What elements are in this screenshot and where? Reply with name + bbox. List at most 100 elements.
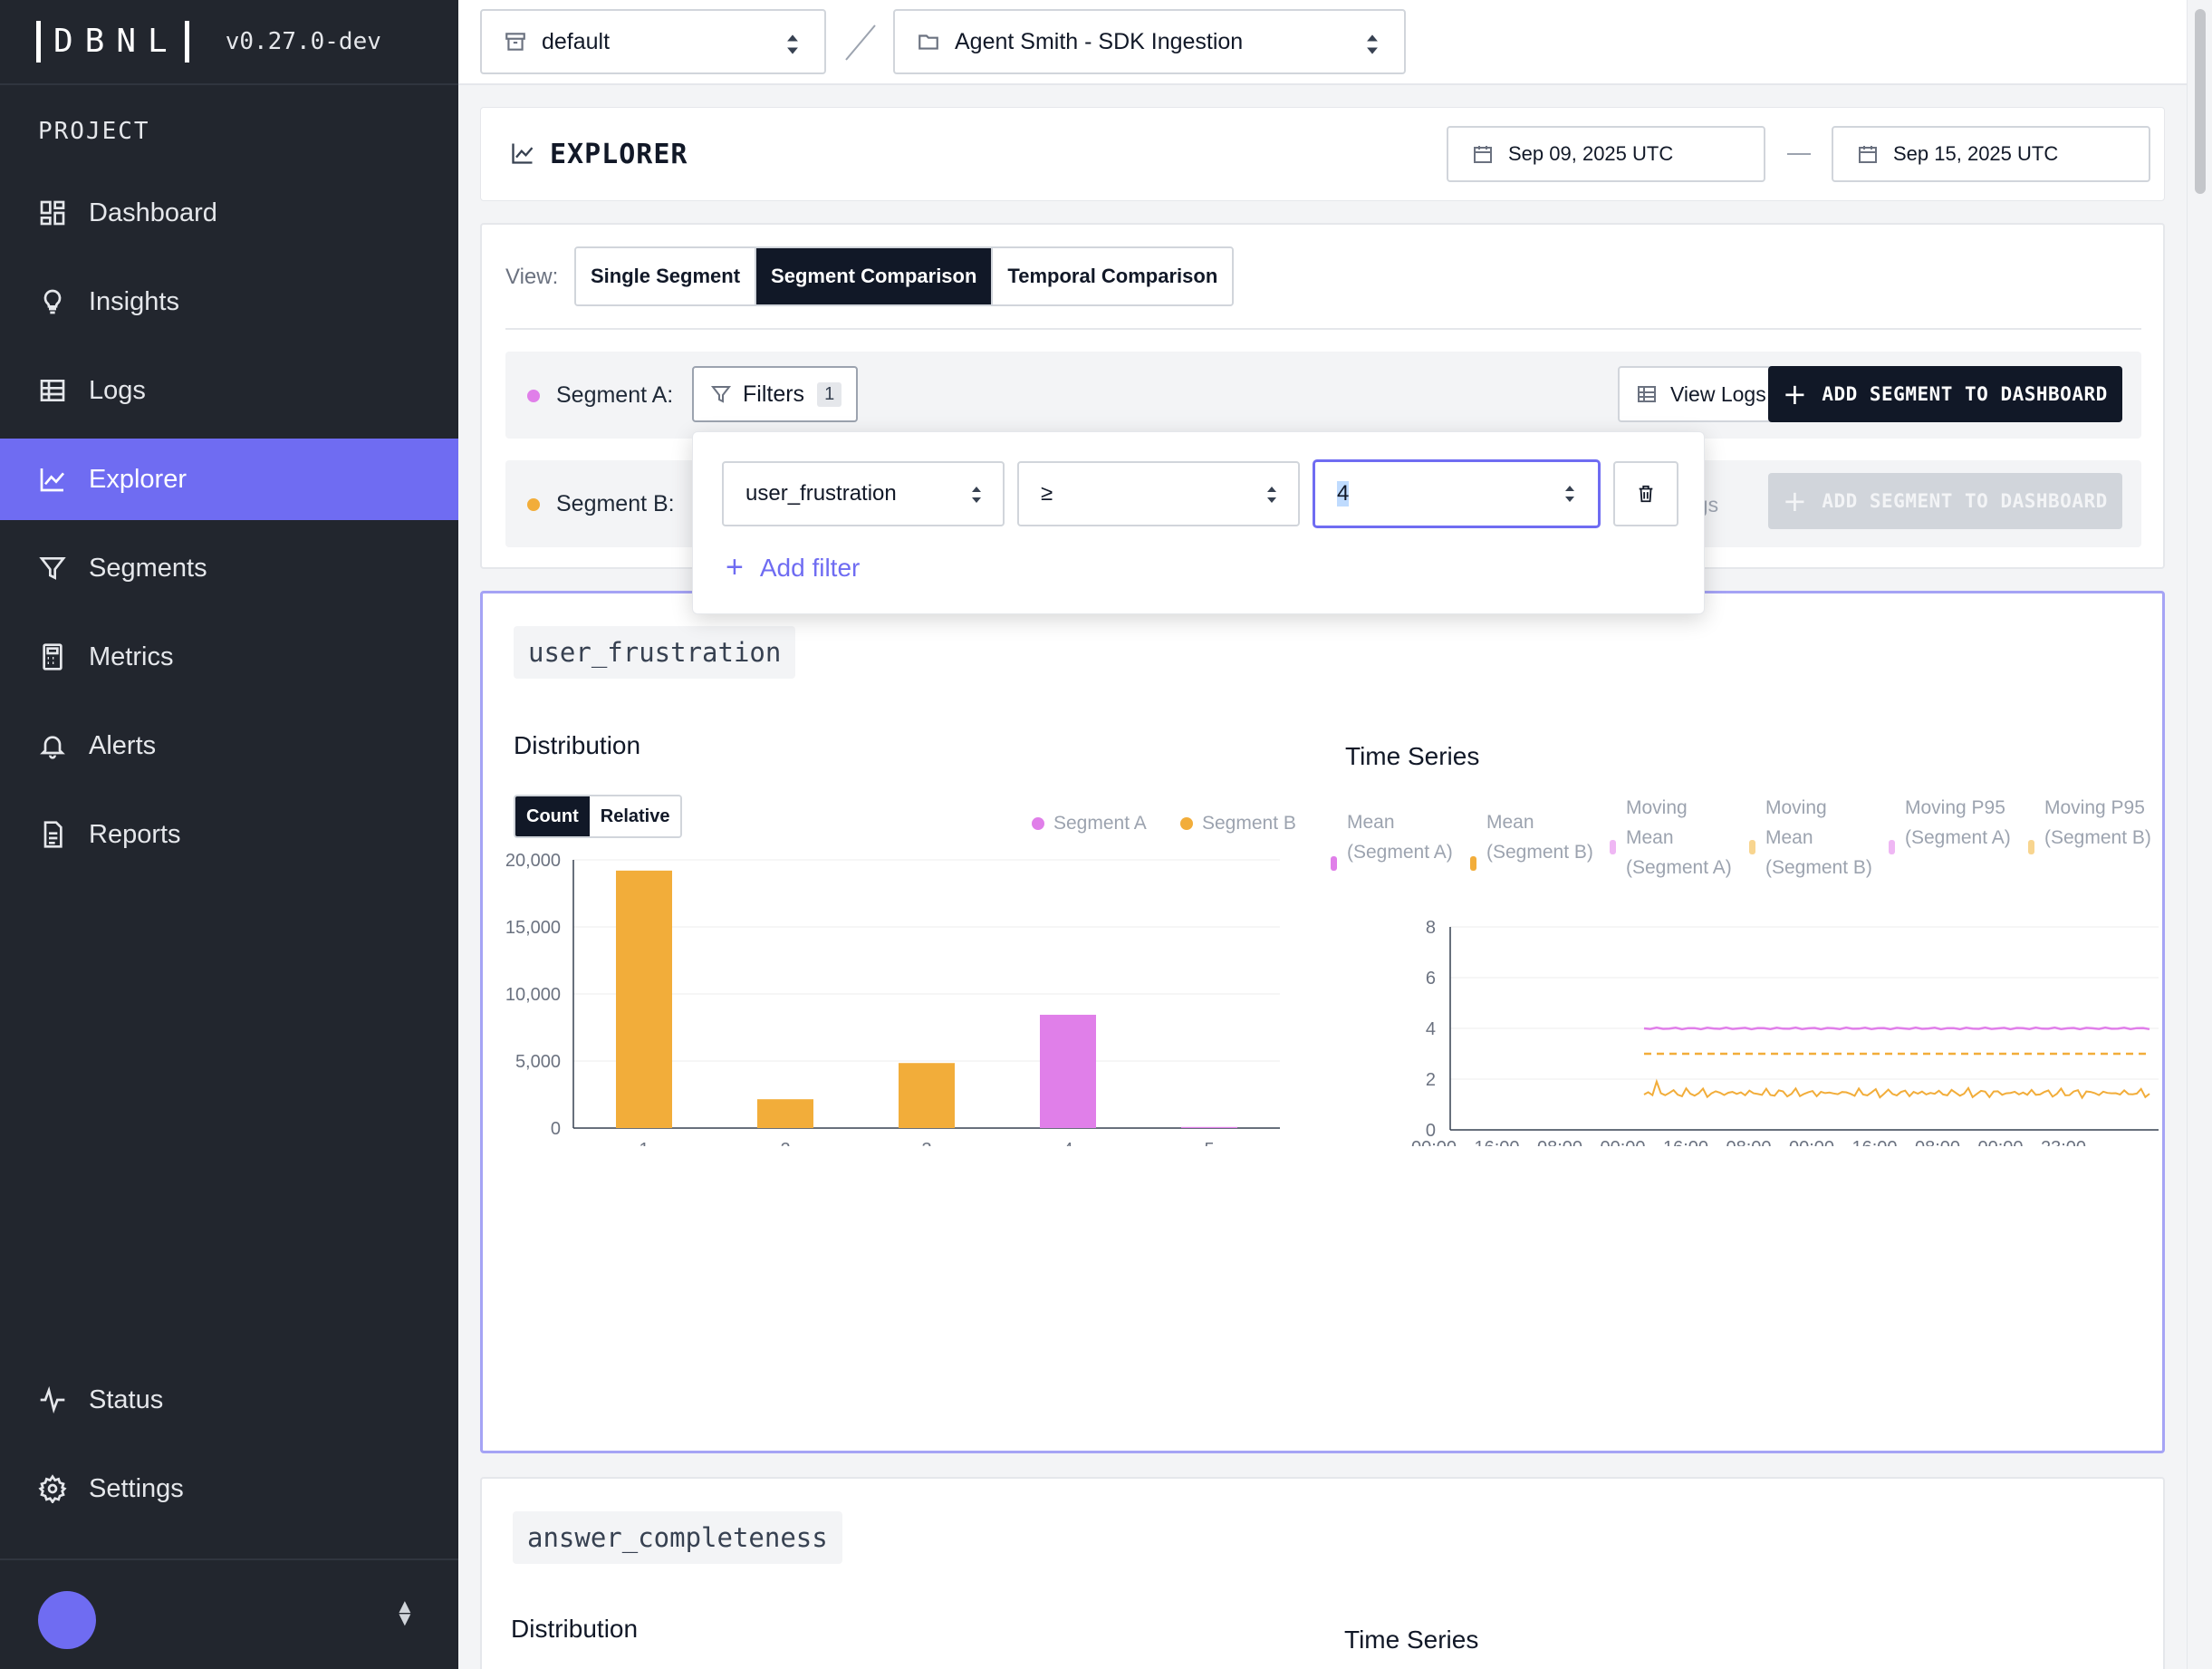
bar — [757, 1099, 813, 1128]
add-filter-button[interactable]: + Add filter — [726, 550, 860, 585]
number-stepper-icon[interactable] — [1563, 484, 1576, 504]
calendar-icon — [1859, 146, 1877, 163]
sidebar-item-label: Alerts — [89, 730, 157, 760]
x-tick-label: 00:00 — [1789, 1138, 1834, 1146]
sidebar-item-logs[interactable]: Logs — [0, 350, 458, 431]
table-icon — [40, 380, 65, 401]
project-select[interactable]: Agent Smith - SDK Ingestion — [893, 9, 1406, 74]
y-tick-label: 10,000 — [505, 985, 561, 1005]
logo[interactable]: DBNL — [36, 21, 189, 63]
x-tick-label: 16:00 — [1663, 1138, 1708, 1146]
filters-label: Filters — [743, 381, 805, 407]
ts-legend-mean-a[interactable]: Mean (Segment A) — [1331, 807, 1456, 871]
user-menu[interactable]: ▲ ▼ — [0, 1558, 458, 1669]
filter-popover: user_frustration ≥ 4 + Add filter — [692, 431, 1705, 614]
x-tick-label: 3 — [921, 1140, 931, 1146]
view-logs-label: View Logs — [1670, 381, 1766, 406]
chart-line-icon — [512, 143, 534, 164]
y-tick-label: 2 — [1426, 1070, 1436, 1090]
filter-value-text: 4 — [1337, 481, 1350, 506]
legend-segment-b[interactable]: Segment B — [1180, 813, 1296, 834]
metric-name-chip: answer_completeness — [513, 1511, 842, 1564]
add-to-dashboard-label: ADD SEGMENT TO DASHBOARD — [1822, 490, 2108, 512]
start-date-value: Sep 09, 2025 UTC — [1508, 142, 1674, 165]
sidebar-item-dashboard[interactable]: Dashboard — [0, 172, 458, 254]
x-tick-label: 1 — [639, 1140, 649, 1146]
segment-b-add-to-dashboard-button[interactable]: + ADD SEGMENT TO DASHBOARD — [1768, 473, 2122, 529]
sidebar-item-explorer[interactable]: Explorer — [0, 439, 458, 520]
timeseries-chart: 0 2 4 6 8 00:00 16:00 08:00 00:00 16:00 08:00 00:00… — [1411, 920, 2159, 1146]
table-icon — [1638, 386, 1656, 402]
segment-b-label: Segment B: — [556, 491, 675, 516]
segment-a-add-to-dashboard-button[interactable]: + ADD SEGMENT TO DASHBOARD — [1768, 366, 2122, 422]
x-tick-label: 2 — [780, 1140, 790, 1146]
segment-a-row: Segment A: Filters 1 View Logs + ADD SEG… — [505, 352, 2141, 439]
filter-field-value: user_frustration — [745, 481, 897, 506]
add-filter-label: Add filter — [759, 553, 861, 582]
ts-legend-moving-mean-a[interactable]: Moving Mean (Segment A) — [1610, 793, 1735, 883]
sidebar-item-label: Logs — [89, 375, 146, 405]
version-label: v0.27.0-dev — [225, 28, 381, 55]
ts-legend-moving-p95-b[interactable]: Moving P95 (Segment B) — [2028, 793, 2153, 854]
segment-a-filters-button[interactable]: Filters 1 — [692, 366, 859, 422]
view-single-segment[interactable]: Single Segment — [576, 248, 757, 304]
plus-icon: + — [726, 550, 744, 584]
y-tick-label: 20,000 — [505, 851, 561, 871]
sidebar-item-alerts[interactable]: Alerts — [0, 705, 458, 786]
x-tick-label: 08:00 — [1537, 1138, 1582, 1146]
legend-segment-a[interactable]: Segment A — [1032, 813, 1147, 834]
ts-legend-mean-b[interactable]: Mean (Segment B) — [1470, 807, 1595, 871]
sidebar-item-segments[interactable]: Segments — [0, 527, 458, 609]
bar — [899, 1063, 955, 1128]
avatar[interactable] — [38, 1591, 96, 1649]
document-icon — [43, 821, 63, 848]
sidebar-item-metrics[interactable]: Metrics — [0, 616, 458, 698]
sidebar-item-label: Explorer — [89, 464, 187, 494]
sidebar-item-reports[interactable]: Reports — [0, 794, 458, 875]
toggle-relative[interactable]: Relative — [589, 796, 681, 836]
sidebar-item-insights[interactable]: Insights — [0, 261, 458, 342]
chevron-updown-icon — [972, 487, 981, 503]
view-toggle: Single Segment Segment Comparison Tempor… — [574, 246, 1235, 306]
filters-count-badge: 1 — [817, 381, 842, 407]
ts-legend-moving-mean-b[interactable]: Moving Mean (Segment B) — [1749, 793, 1874, 883]
filter-field-select[interactable]: user_frustration — [722, 461, 1005, 526]
y-tick-label: 5,000 — [515, 1052, 561, 1072]
add-to-dashboard-label: ADD SEGMENT TO DASHBOARD — [1822, 383, 2108, 405]
namespace-select[interactable]: default — [480, 9, 826, 74]
delete-filter-button[interactable] — [1613, 461, 1678, 526]
end-date-value: Sep 15, 2025 UTC — [1893, 142, 2059, 165]
breadcrumb-separator — [845, 24, 876, 61]
page-scrollbar[interactable] — [2187, 0, 2212, 1669]
y-tick-label: 4 — [1426, 1019, 1436, 1039]
segment-a-color-dot — [527, 390, 540, 402]
filter-value-input[interactable]: 4 — [1313, 459, 1601, 528]
top-bar: default Agent Smith - SDK Ingestion — [458, 0, 2187, 85]
start-date-picker[interactable]: Sep 09, 2025 UTC — [1447, 126, 1765, 182]
end-date-picker[interactable]: Sep 15, 2025 UTC — [1832, 126, 2150, 182]
segment-a-view-logs-button[interactable]: View Logs — [1618, 366, 1784, 422]
sidebar-item-status[interactable]: Status — [0, 1359, 458, 1441]
ts-legend-moving-p95-a[interactable]: Moving P95 (Segment A) — [1889, 793, 2014, 854]
bar — [1040, 1014, 1096, 1128]
x-tick-label: 16:00 — [1474, 1138, 1519, 1146]
chevron-updown-icon[interactable]: ▲ ▼ — [395, 1595, 415, 1630]
y-tick-label: 6 — [1426, 969, 1436, 989]
toggle-count[interactable]: Count — [515, 796, 590, 836]
distribution-chart: 0 5,000 10,000 15,000 20,000 1 2 3 4 5 — [505, 851, 1280, 1146]
folder-icon — [918, 34, 938, 50]
view-segment-comparison[interactable]: Segment Comparison — [756, 248, 994, 304]
sidebar-item-settings[interactable]: Settings — [0, 1448, 458, 1529]
filter-operator-value: ≥ — [1041, 481, 1053, 506]
view-label: View: — [505, 265, 559, 289]
scrollbar-thumb[interactable] — [2195, 9, 2206, 194]
chevron-updown-icon — [1367, 34, 1378, 54]
view-temporal-comparison[interactable]: Temporal Comparison — [993, 248, 1233, 304]
x-tick-label: 00:00 — [1977, 1138, 2023, 1146]
activity-icon — [40, 1385, 65, 1414]
filter-operator-select[interactable]: ≥ — [1017, 461, 1300, 526]
divider — [505, 328, 2141, 330]
x-tick-label: 16:00 — [1851, 1138, 1897, 1146]
sidebar-item-label: Segments — [89, 553, 207, 583]
distribution-title: Distribution — [511, 1615, 639, 1643]
